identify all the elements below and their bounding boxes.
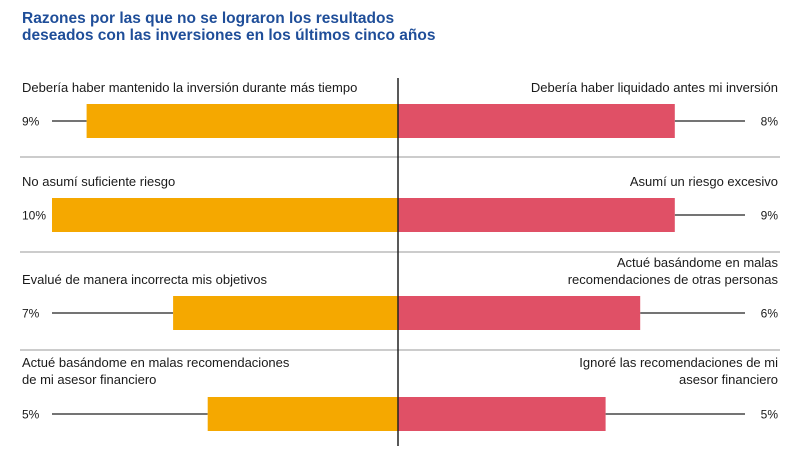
right-category-label: Ignoré las recomendaciones de mi [579, 355, 778, 370]
right-bar [398, 296, 641, 330]
right-value-label: 6% [761, 307, 779, 321]
left-bar [52, 198, 398, 232]
right-category-label: Debería haber liquidado antes mi inversi… [531, 80, 778, 95]
right-category-label: recomendaciones de otras personas [568, 272, 779, 287]
left-value-label: 9% [22, 115, 40, 129]
left-bar [86, 104, 398, 138]
left-category-label: de mi asesor financiero [22, 372, 156, 387]
right-category-label: Actué basándome en malas [617, 255, 779, 270]
left-bar [173, 296, 398, 330]
left-bar [207, 397, 398, 431]
right-bar [398, 198, 675, 232]
right-category-label: asesor financiero [679, 372, 778, 387]
left-category-label: No asumí suficiente riesgo [22, 174, 175, 189]
right-value-label: 8% [761, 115, 779, 129]
right-bar [398, 397, 606, 431]
right-value-label: 9% [761, 209, 779, 223]
left-value-label: 10% [22, 209, 46, 223]
left-value-label: 7% [22, 307, 40, 321]
chart-title: Razones por las que no se lograron los r… [22, 10, 582, 44]
left-category-label: Debería haber mantenido la inversión dur… [22, 80, 357, 95]
chart-title-line-2: deseados con las inversiones en los últi… [22, 27, 436, 44]
chart-title-line-1: Razones por las que no se lograron los r… [22, 10, 395, 27]
left-value-label: 5% [22, 408, 40, 422]
right-category-label: Asumí un riesgo excesivo [630, 174, 778, 189]
right-value-label: 5% [761, 408, 779, 422]
right-bar [398, 104, 675, 138]
left-category-label: Actué basándome en malas recomendaciones [22, 355, 290, 370]
left-category-label: Evalué de manera incorrecta mis objetivo… [22, 272, 267, 287]
